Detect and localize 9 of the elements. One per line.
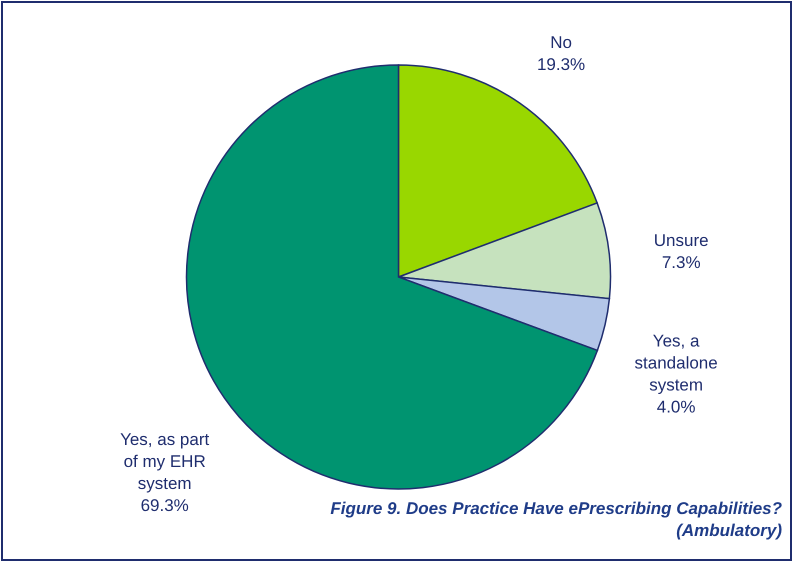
slice-label: Yes, a standalone system <box>634 331 718 394</box>
data-label: 19.3% <box>536 54 586 74</box>
slice-label: No <box>550 32 572 52</box>
text: Figure 9. Does Practice Have ePrescribing Capabilities? (Ambulatory) <box>330 499 783 540</box>
slice-label: Yes, as part of my EHR system <box>120 430 210 493</box>
slice-label: Unsure <box>654 230 709 250</box>
data-label: 69.3% <box>140 496 189 515</box>
data-label: 7.3% <box>662 252 701 272</box>
data-label: 4.0% <box>656 397 696 416</box>
